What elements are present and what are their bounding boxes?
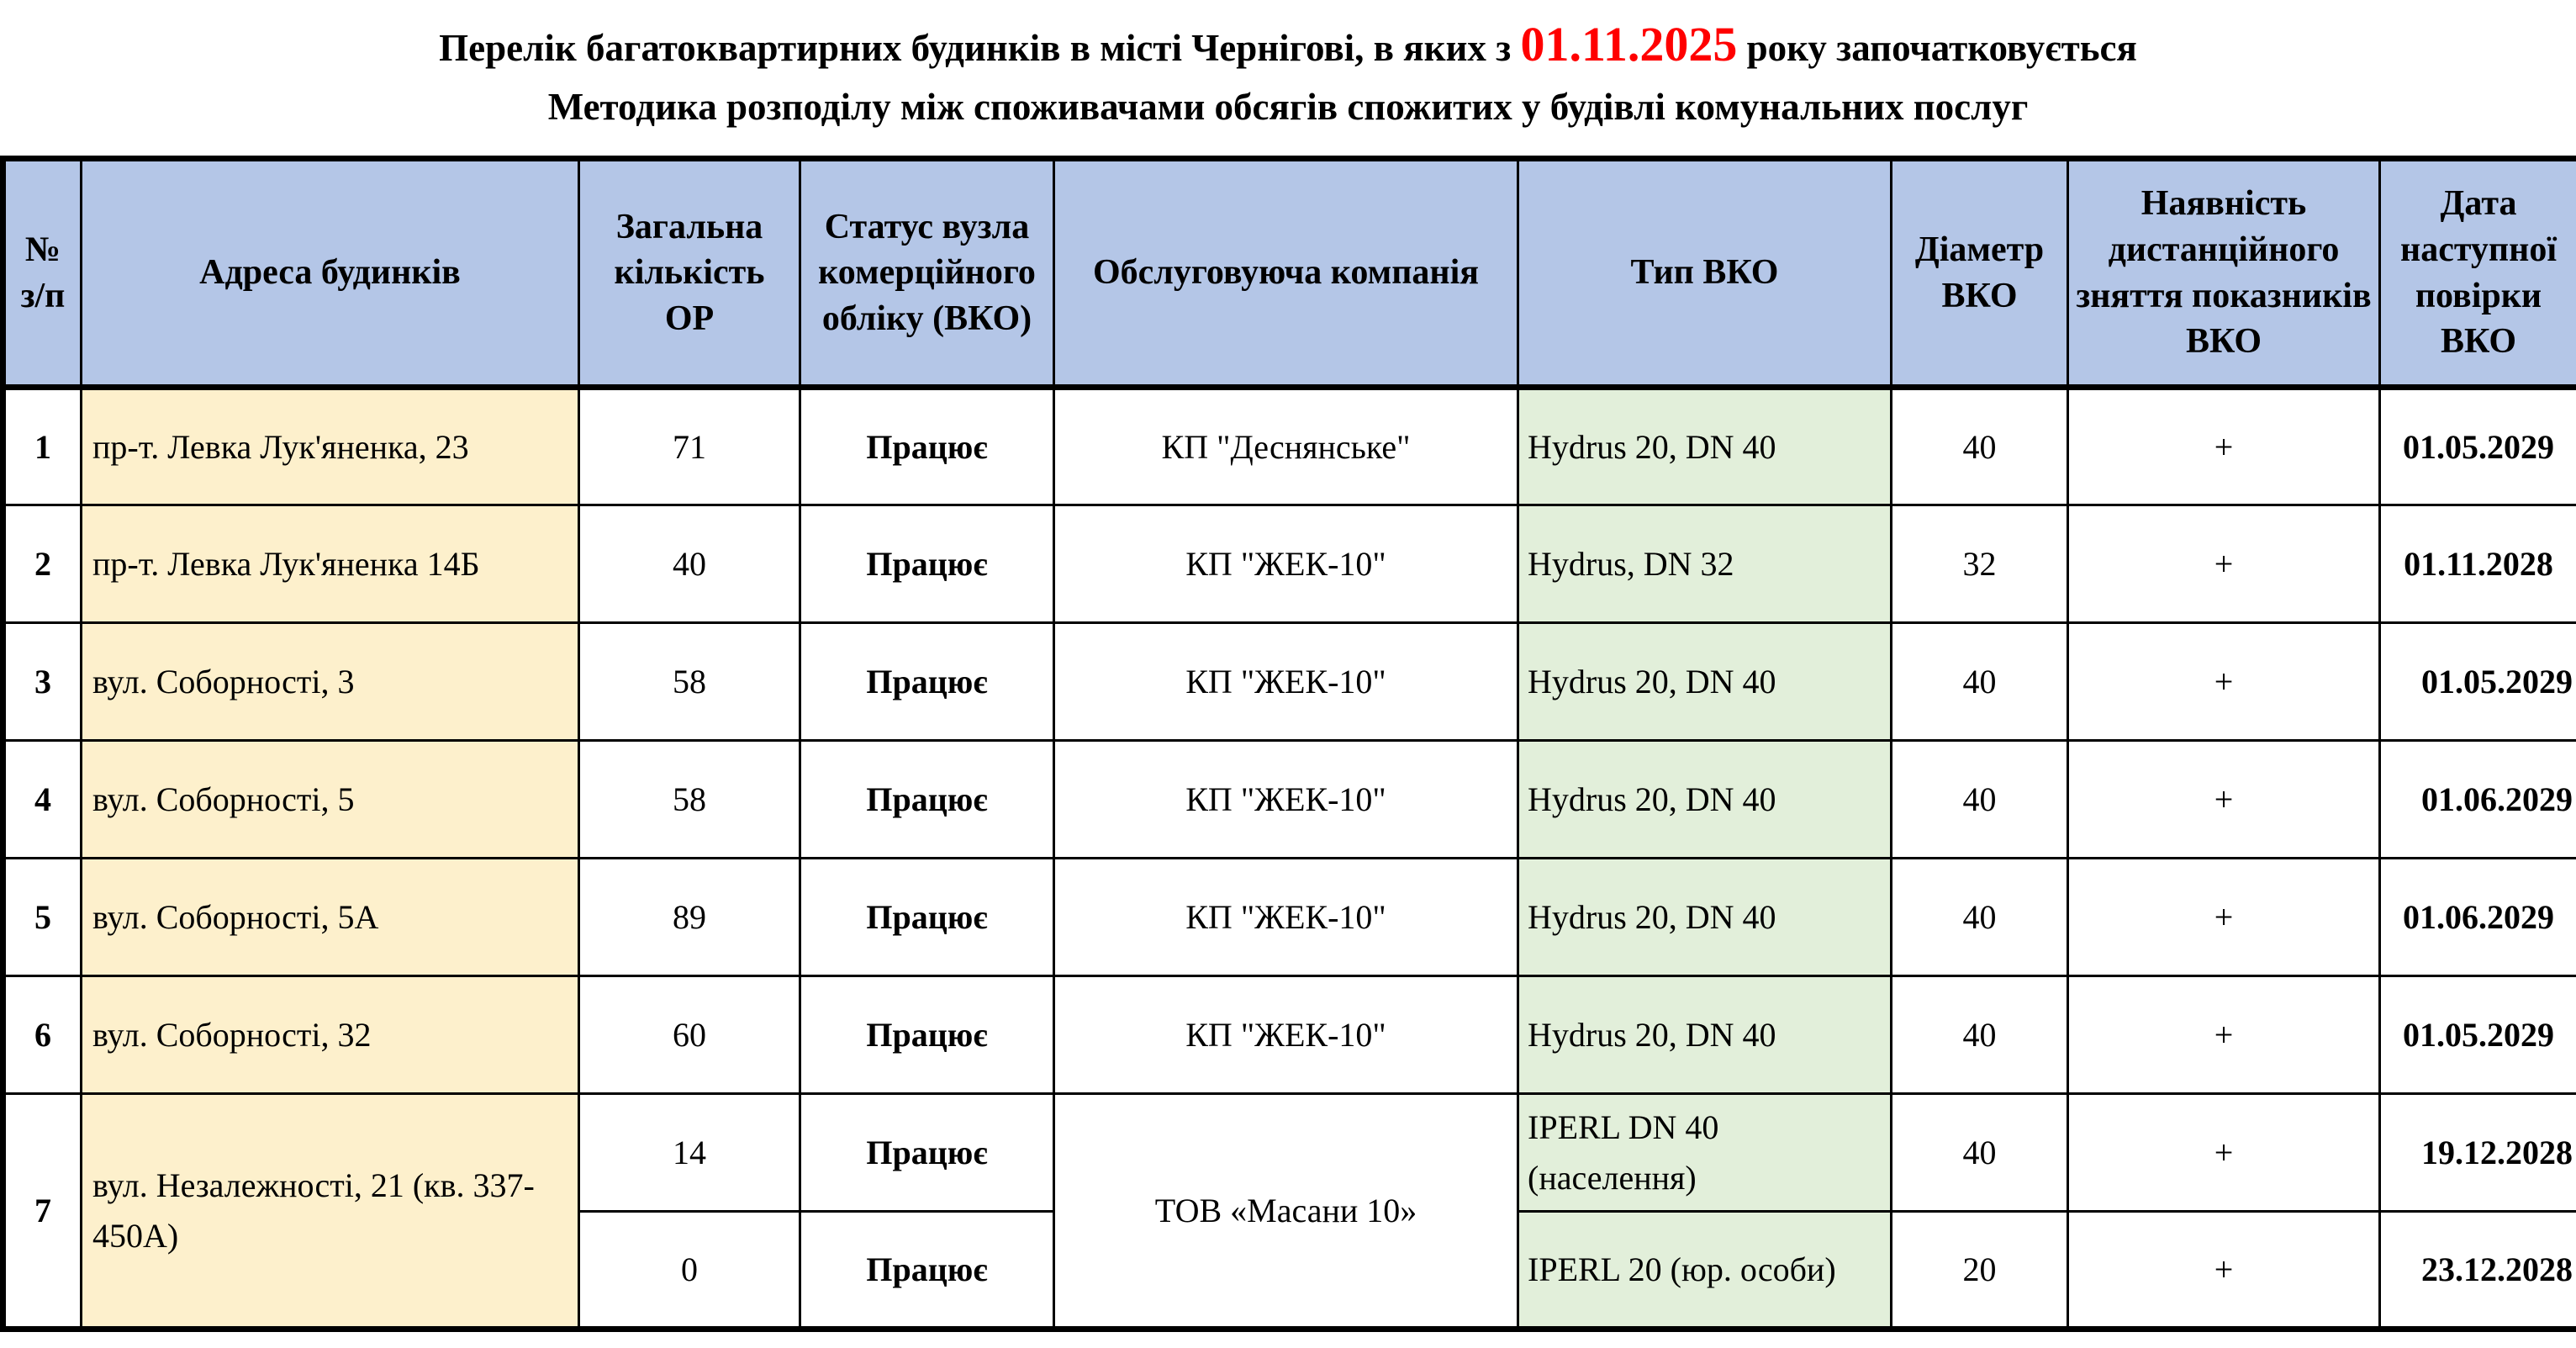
diameter-cell: 32 (1890, 504, 2069, 624)
vko-type-cell: Hydrus 20, DN 40 (1517, 857, 1892, 977)
address-cell: вул. Незалежності, 21 (кв. 337-450А) (80, 1092, 580, 1330)
diameter-cell: 40 (1890, 621, 2069, 742)
title-highlight-date: 01.11.2025 (1520, 16, 1738, 71)
or-count-cell: 0 (578, 1210, 801, 1330)
or-count-cell: 58 (578, 621, 801, 742)
or-count-cell: 60 (578, 975, 801, 1095)
title-line-2: Методика розподілу між споживачами обсяг… (547, 85, 2029, 128)
header-status: Статус вузла комерційного обліку (ВКО) (799, 157, 1055, 390)
address-cell: вул. Соборності, 5А (80, 857, 580, 977)
company-cell: КП "ЖЕК-10" (1053, 739, 1519, 859)
or-count-cell: 14 (578, 1092, 801, 1213)
vko-type-cell: Hydrus 20, DN 40 (1517, 975, 1892, 1095)
diameter-cell: 40 (1890, 1092, 2069, 1213)
title-line-1: Перелік багатоквартирних будинків в міст… (439, 19, 2137, 78)
vko-type-cell: Hydrus 20, DN 40 (1517, 621, 1892, 742)
company-cell: КП "ЖЕК-10" (1053, 621, 1519, 742)
header-remote-reading: Наявність дистанційного зняття показникі… (2067, 157, 2381, 390)
company-cell: КП "ЖЕК-10" (1053, 975, 1519, 1095)
company-cell: КП "ЖЕК-10" (1053, 504, 1519, 624)
buildings-table: № з/п Адреса будинків Загальна кількість… (0, 156, 2576, 1332)
date-cell: 01.05.2029 (2378, 386, 2576, 506)
date-cell: 01.06.2029 (2378, 739, 2576, 859)
remote-cell: + (2067, 857, 2381, 977)
vko-type-cell: IPERL DN 40 (населення) (1517, 1092, 1892, 1213)
num-cell: 1 (2, 386, 82, 506)
num-cell: 3 (2, 621, 82, 742)
or-count-cell: 89 (578, 857, 801, 977)
remote-cell: + (2067, 504, 2381, 624)
num-cell: 7 (2, 1092, 82, 1330)
date-cell: 01.11.2028 (2378, 504, 2576, 624)
table-row-5: 5 вул. Соборності, 5А 89 Працює КП "ЖЕК-… (2, 857, 2576, 977)
table-row-1: 1 пр-т. Левка Лук'яненка, 23 71 Працює К… (2, 386, 2576, 506)
remote-cell: + (2067, 1210, 2381, 1330)
header-row: № з/п Адреса будинків Загальна кількість… (2, 157, 2576, 390)
address-cell: вул. Соборності, 3 (80, 621, 580, 742)
num-cell: 2 (2, 504, 82, 624)
remote-cell: + (2067, 739, 2381, 859)
date-cell: 01.06.2029 (2378, 857, 2576, 977)
address-cell: вул. Соборності, 5 (80, 739, 580, 859)
remote-cell: + (2067, 975, 2381, 1095)
date-cell: 01.05.2029 (2378, 975, 2576, 1095)
vko-type-cell: Hydrus, DN 32 (1517, 504, 1892, 624)
table-row-4: 4 вул. Соборності, 5 58 Працює КП "ЖЕК-1… (2, 739, 2576, 859)
address-cell: пр-т. Левка Лук'яненка 14Б (80, 504, 580, 624)
company-cell: ТОВ «Масани 10» (1053, 1092, 1519, 1330)
table-row-7a: 7 вул. Незалежності, 21 (кв. 337-450А) 1… (2, 1092, 2576, 1330)
title-line1-before: Перелік багатоквартирних будинків в міст… (439, 26, 1521, 69)
status-cell: Працює (799, 386, 1055, 506)
table-row-3: 3 вул. Соборності, 3 58 Працює КП "ЖЕК-1… (2, 621, 2576, 742)
vko-type-cell: Hydrus 20, DN 40 (1517, 386, 1892, 506)
diameter-cell: 40 (1890, 386, 2069, 506)
or-count-cell: 71 (578, 386, 801, 506)
table-row-2: 2 пр-т. Левка Лук'яненка 14Б 40 Працює К… (2, 504, 2576, 624)
header-vko-type: Тип ВКО (1517, 157, 1892, 390)
status-cell: Працює (799, 504, 1055, 624)
status-cell: Працює (799, 1092, 1055, 1213)
num-cell: 5 (2, 857, 82, 977)
diameter-cell: 40 (1890, 739, 2069, 859)
diameter-cell: 20 (1890, 1210, 2069, 1330)
address-cell: пр-т. Левка Лук'яненка, 23 (80, 386, 580, 506)
header-company: Обслуговуюча компанія (1053, 157, 1519, 390)
address-cell: вул. Соборності, 32 (80, 975, 580, 1095)
header-or-count: Загальна кількість ОР (578, 157, 801, 390)
status-cell: Працює (799, 975, 1055, 1095)
remote-cell: + (2067, 1092, 2381, 1213)
table-row-7b: 0 Працює IPERL 20 (юр. особи) 20 + 23.12… (3, 1210, 2576, 1330)
diameter-cell: 40 (1890, 857, 2069, 977)
vko-type-cell: Hydrus 20, DN 40 (1517, 739, 1892, 859)
vko-type-cell: IPERL 20 (юр. особи) (1517, 1210, 1892, 1330)
status-cell: Працює (799, 739, 1055, 859)
header-next-check-date: Дата наступної повірки ВКО (2378, 157, 2576, 390)
remote-cell: + (2067, 386, 2381, 506)
or-count-cell: 58 (578, 739, 801, 859)
status-cell: Працює (799, 621, 1055, 742)
diameter-cell: 40 (1890, 975, 2069, 1095)
table-row-6: 6 вул. Соборності, 32 60 Працює КП "ЖЕК-… (2, 975, 2576, 1095)
header-diameter: Діаметр ВКО (1890, 157, 2069, 390)
num-cell: 6 (2, 975, 82, 1095)
title-line1-after: року започатковується (1737, 26, 2137, 69)
company-cell: КП "Деснянське" (1053, 386, 1519, 506)
page-title: Перелік багатоквартирних будинків в міст… (0, 0, 2576, 156)
status-cell: Працює (799, 1210, 1055, 1330)
header-address: Адреса будинків (80, 157, 580, 390)
date-cell: 01.05.2029 (2378, 621, 2576, 742)
or-count-cell: 40 (578, 504, 801, 624)
date-cell: 19.12.2028 (2378, 1092, 2576, 1213)
remote-cell: + (2067, 621, 2381, 742)
header-num: № з/п (2, 157, 82, 390)
date-cell: 23.12.2028 (2378, 1210, 2576, 1330)
company-cell: КП "ЖЕК-10" (1053, 857, 1519, 977)
num-cell: 4 (2, 739, 82, 859)
status-cell: Працює (799, 857, 1055, 977)
